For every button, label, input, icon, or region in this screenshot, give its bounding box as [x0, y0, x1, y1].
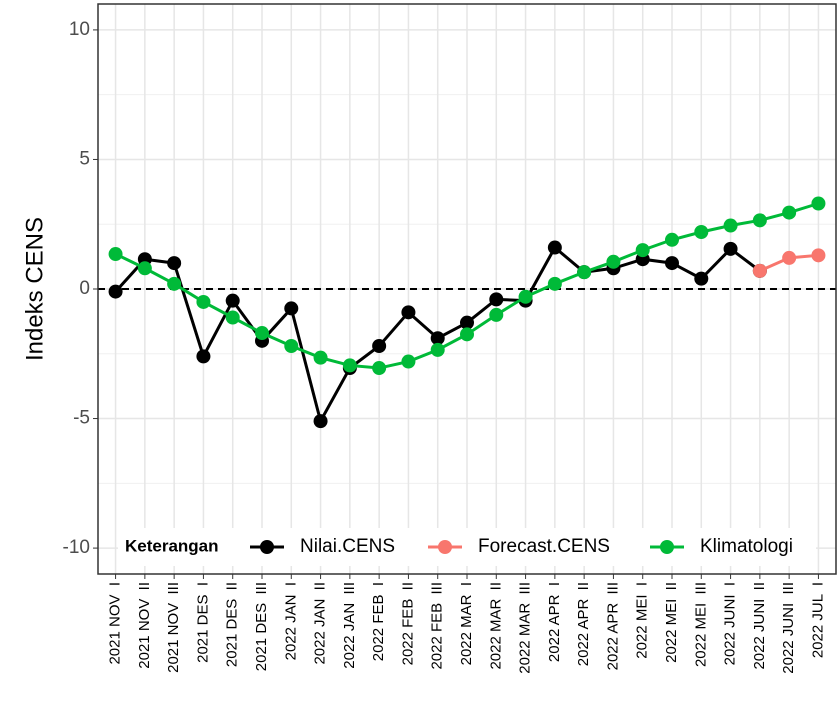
x-tick-label: 2021 DES II [224, 582, 241, 667]
x-tick-label: 2021 DES I [194, 582, 211, 663]
legend-label: Nilai.CENS [300, 536, 395, 557]
data-point [606, 254, 621, 269]
data-point [665, 256, 679, 271]
x-tick-label: 2022 MAR III [517, 582, 534, 674]
plot-border [97, 3, 837, 575]
y-tick-label: 5 [79, 148, 90, 169]
legend-label: Klimatologi [700, 536, 793, 557]
data-point [167, 276, 182, 291]
data-point [430, 331, 445, 346]
data-point [401, 305, 416, 320]
y-tick-label: 0 [79, 278, 90, 299]
data-point [752, 263, 767, 278]
x-tick-label: 2021 NOV III [165, 582, 182, 673]
data-point [547, 240, 562, 255]
data-point [313, 350, 328, 365]
x-tick-label: 2022 JAN I [282, 582, 299, 660]
data-point [225, 293, 240, 308]
x-tick-label: 2021 NOV II [136, 582, 153, 669]
x-tick-label: 2022 JUNI II [751, 582, 768, 670]
data-point [108, 247, 123, 262]
data-point [430, 342, 445, 357]
x-tick-label: 2022 JUNI III [780, 582, 797, 674]
data-point [489, 292, 504, 307]
data-point [460, 327, 474, 342]
x-tick-label: 2021 DES III [253, 582, 270, 671]
legend-title: Keterangan [125, 536, 219, 555]
data-point [694, 225, 709, 239]
x-tick-label: 2022 MAR I [458, 582, 475, 665]
x-tick-label: 2022 JUNI I [722, 582, 739, 665]
data-point [167, 256, 182, 271]
data-point [108, 284, 123, 299]
data-point [518, 289, 533, 304]
y-axis-label: Indeks CENS [21, 217, 48, 361]
data-point [255, 326, 269, 341]
x-tick-label: 2022 MAR II [487, 582, 504, 670]
data-point [196, 294, 211, 309]
data-point [811, 196, 826, 211]
data-point [782, 205, 797, 220]
data-point [284, 301, 299, 316]
data-point [752, 213, 767, 228]
data-point [489, 307, 504, 322]
data-point [372, 339, 387, 353]
x-tick-label: 2021 NOV I [107, 582, 124, 665]
data-point [635, 243, 650, 258]
x-tick-label: 2022 FEB I [370, 582, 387, 661]
data-point [401, 354, 416, 369]
data-point [284, 339, 299, 353]
data-point [342, 358, 357, 373]
data-point [225, 310, 240, 325]
legend-key-point [438, 540, 452, 554]
x-tick-label: 2022 MEI I [634, 582, 651, 659]
data-point [137, 261, 152, 276]
y-tick-label: 10 [69, 19, 90, 40]
data-point [547, 276, 562, 291]
data-point [665, 232, 679, 247]
x-tick-label: 2022 APR III [604, 582, 621, 670]
x-tick-label: 2022 JAN II [312, 582, 329, 665]
data-point [782, 250, 797, 265]
legend-box [118, 528, 816, 566]
data-point [694, 271, 709, 286]
y-tick-label: -5 [73, 408, 90, 429]
legend-key-point [660, 540, 674, 554]
data-point [577, 265, 592, 280]
x-tick-label: 2022 FEB II [399, 582, 416, 665]
x-tick-label: 2022 JAN III [341, 582, 358, 669]
data-point [723, 241, 738, 256]
x-tick-label: 2022 APR I [546, 582, 563, 662]
data-point [723, 218, 738, 233]
x-tick-label: 2022 MEI III [692, 582, 709, 667]
data-point [372, 361, 387, 376]
legend-label: Forecast.CENS [478, 536, 610, 557]
x-tick-label: 2022 MEI II [663, 582, 680, 663]
data-point [811, 248, 826, 263]
x-tick-label: 2022 APR II [575, 582, 592, 666]
data-point [313, 414, 328, 429]
x-tick-label: 2022 FEB III [429, 582, 446, 670]
y-tick-label: -10 [63, 537, 90, 558]
x-tick-label: 2022 JUL I [809, 582, 826, 658]
data-point [460, 315, 474, 330]
data-point [196, 349, 211, 364]
legend-key-point [260, 540, 274, 554]
